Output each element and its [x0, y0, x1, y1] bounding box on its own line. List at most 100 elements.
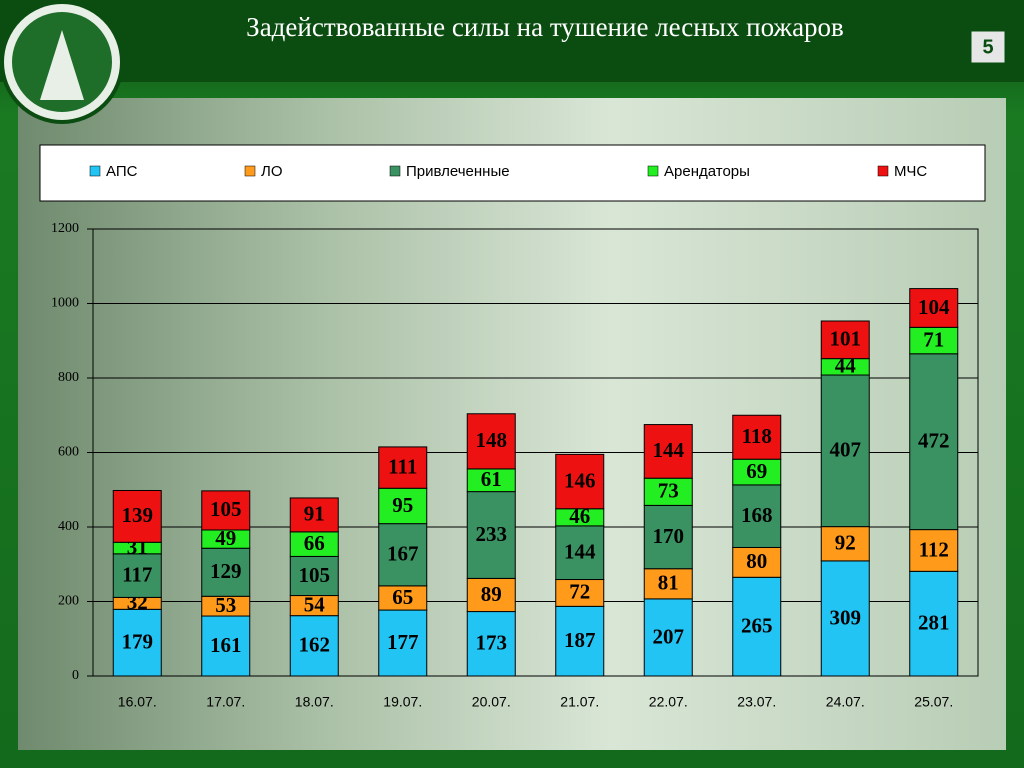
y-tick-label: 1200 [51, 221, 79, 236]
data-label: 105 [299, 563, 331, 587]
legend-label: Привлеченные [406, 163, 510, 180]
data-label: 187 [564, 628, 596, 652]
data-label: 281 [918, 610, 950, 634]
bar-segment [466, 611, 516, 677]
x-tick-label: 24.07. [826, 694, 865, 710]
data-label: 407 [830, 438, 862, 462]
bar-segment [201, 547, 251, 597]
data-label: 66 [304, 531, 325, 555]
data-label: 168 [741, 503, 773, 527]
data-label: 49 [215, 526, 236, 550]
data-label: 173 [476, 631, 508, 655]
data-label: 65 [392, 585, 413, 609]
data-label: 144 [564, 540, 596, 564]
data-label: 118 [742, 424, 772, 448]
legend-swatch [244, 165, 256, 177]
data-label: 148 [476, 428, 508, 452]
data-label: 73 [658, 479, 679, 503]
bar-segment [643, 504, 693, 570]
bar-segment [643, 477, 693, 506]
data-label: 72 [569, 580, 590, 604]
bar-segment [643, 424, 693, 479]
bar-segment [732, 414, 782, 460]
data-label: 144 [653, 438, 685, 462]
bar-segment [289, 615, 339, 677]
data-label: 80 [746, 549, 767, 573]
bar-segment [289, 555, 339, 597]
bar-segment [378, 585, 428, 611]
bar-segment [909, 529, 959, 572]
bar-segment [820, 560, 870, 677]
data-label: 54 [304, 592, 326, 616]
bar-segment [289, 497, 339, 533]
legend-box [39, 144, 986, 202]
legend-label: АПС [106, 163, 138, 180]
y-tick-label: 600 [58, 445, 79, 460]
data-label: 265 [741, 613, 773, 637]
y-tick-label: 200 [58, 594, 79, 609]
data-label: 117 [122, 562, 152, 586]
data-label: 111 [388, 454, 417, 478]
page-number: 5 [982, 36, 993, 58]
logo-tree [40, 30, 84, 100]
data-label: 233 [476, 522, 508, 546]
data-label: 92 [835, 531, 856, 555]
bar-segment [820, 526, 870, 562]
page-number-box [968, 28, 1008, 66]
legend-label: Арендаторы [664, 163, 750, 180]
bar-segment [820, 320, 870, 360]
bar-segment [909, 570, 959, 677]
data-label: 95 [392, 493, 413, 517]
data-label: 179 [122, 629, 154, 653]
y-tick-label: 400 [58, 519, 79, 534]
data-label: 61 [481, 467, 502, 491]
data-label: 129 [210, 559, 242, 583]
bar-segment [732, 576, 782, 677]
data-label: 207 [653, 624, 685, 648]
bar-segment [909, 288, 959, 328]
data-label: 146 [564, 468, 596, 492]
y-tick-label: 1000 [51, 296, 79, 311]
bar-segment [466, 577, 516, 613]
bar-segment [466, 413, 516, 470]
legend-swatch [647, 165, 659, 177]
bar-segment [643, 568, 693, 600]
bar-segment [909, 353, 959, 531]
x-tick-label: 25.07. [914, 694, 953, 710]
data-label: 104 [918, 295, 950, 319]
data-label: 69 [746, 459, 767, 483]
legend-swatch [89, 165, 101, 177]
data-label: 170 [653, 524, 685, 548]
legend-swatch [389, 165, 401, 177]
data-label: 101 [830, 327, 862, 351]
data-label: 105 [210, 497, 242, 521]
bar-segment [732, 546, 782, 578]
bar-segment [201, 615, 251, 677]
bar-segment [732, 458, 782, 486]
data-label: 91 [304, 502, 325, 526]
x-tick-label: 23.07. [737, 694, 776, 710]
bar-segment [378, 487, 428, 525]
bar-segment [112, 489, 162, 543]
data-label: 162 [299, 633, 331, 657]
data-label: 472 [918, 429, 950, 453]
data-label: 53 [215, 593, 236, 617]
y-tick-label: 0 [72, 668, 79, 683]
data-label: 44 [835, 354, 857, 378]
x-tick-label: 19.07. [383, 694, 422, 710]
x-tick-label: 17.07. [206, 694, 245, 710]
bar-segment [555, 453, 605, 510]
bar-segment [555, 605, 605, 677]
data-label: 177 [387, 630, 419, 654]
y-tick-label: 800 [58, 370, 79, 385]
x-tick-label: 21.07. [560, 694, 599, 710]
bar-segment [732, 484, 782, 548]
bar-segment [201, 490, 251, 531]
data-label: 161 [210, 633, 242, 657]
data-label: 71 [923, 327, 944, 351]
legend-label: МЧС [894, 163, 927, 180]
data-label: 81 [658, 571, 679, 595]
data-label: 309 [830, 605, 862, 629]
data-label: 89 [481, 582, 502, 606]
